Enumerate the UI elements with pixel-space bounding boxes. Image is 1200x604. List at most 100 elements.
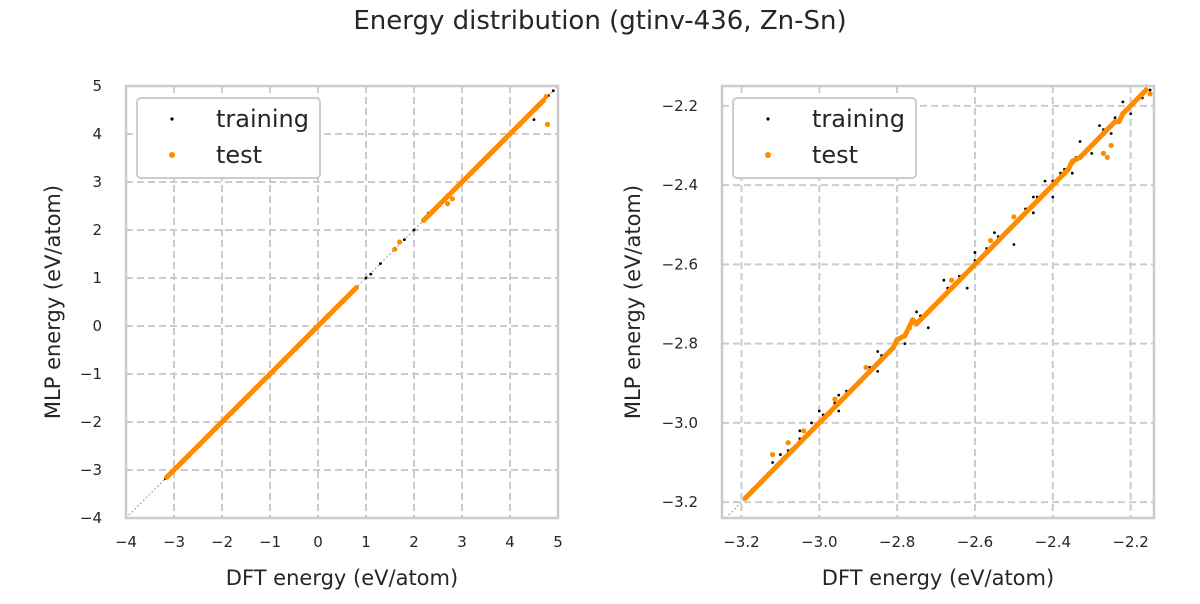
data-band-test [1019, 202, 1036, 220]
plot-frame [720, 84, 1156, 520]
y-tick-label: 0 [92, 317, 102, 335]
data-band-test [445, 179, 465, 199]
data-band-test [325, 299, 345, 319]
x-tick-label: 1 [361, 533, 371, 551]
data-point-test [987, 237, 994, 244]
data-point-training [798, 429, 802, 433]
data-point-training [551, 89, 555, 93]
data-point-training [1109, 132, 1113, 135]
x-axis-label: DFT energy (eV/atom) [822, 566, 1054, 590]
data-band-test [902, 317, 916, 339]
data-band-test [310, 313, 331, 334]
data-point-training [364, 276, 368, 280]
data-point-training [778, 453, 782, 456]
y-tick-label: −3.2 [662, 493, 698, 511]
x-tick-label: −2 [211, 533, 233, 551]
x-tick-label: 0 [313, 533, 323, 551]
data-band-test [459, 160, 484, 185]
x-tick-label: 2 [409, 533, 419, 551]
x-tick-label: −4 [115, 533, 137, 551]
data-band-test [253, 371, 273, 391]
data-point-training [1148, 88, 1152, 92]
legend-label-training: training [812, 105, 905, 133]
data-point-test [769, 451, 776, 458]
data-band-test [1100, 119, 1118, 137]
y-tick-label: 1 [92, 269, 102, 287]
data-point-training [403, 238, 406, 242]
y-tick-label: −2.8 [662, 335, 698, 353]
data-band-test [536, 97, 547, 108]
figure-title: Energy distribution (gtinv-436, Zn-Sn) [353, 6, 847, 36]
legend: training test [136, 97, 321, 179]
data-band-test [1030, 190, 1048, 208]
data-point-test [863, 364, 869, 370]
y-axis-label: MLP energy (eV/atom) [621, 185, 645, 419]
data-point-training [1078, 140, 1082, 143]
series-test [742, 87, 1153, 501]
x-tick-label: −1 [259, 533, 281, 551]
data-band-test [502, 121, 523, 142]
data-band-test [972, 249, 990, 267]
data-band-test [281, 342, 302, 363]
data-point-test [1011, 214, 1017, 220]
legend-label-training: training [216, 105, 309, 133]
data-point-test [449, 196, 455, 202]
data-point-training [1113, 116, 1117, 120]
data-point-training [1129, 112, 1133, 116]
data-band-test [1007, 214, 1025, 232]
data-point-training [973, 251, 977, 254]
data-point-training [915, 310, 918, 314]
data-point-training [993, 231, 996, 235]
x-tick-label: −3 [163, 533, 185, 551]
x-tick-label: −3.0 [801, 533, 837, 551]
x-tick-label: −3.2 [723, 533, 759, 551]
data-point-training [876, 369, 880, 373]
data-point-test [1104, 154, 1110, 160]
data-point-training [1031, 211, 1035, 215]
y-tick-label: 2 [92, 221, 102, 239]
data-point-training [926, 326, 930, 330]
x-tick-label: −2.6 [957, 533, 993, 551]
legend-marker-training [766, 117, 770, 121]
y-tick-label: 5 [92, 77, 102, 95]
data-point-training [1121, 100, 1125, 104]
legend-marker-test [169, 152, 175, 158]
data-band-test [339, 285, 359, 305]
data-point-training [1090, 151, 1094, 155]
data-band-test [984, 238, 1001, 255]
data-point-test [445, 201, 451, 207]
data-band-test [914, 309, 931, 327]
data-point-test [1147, 91, 1153, 97]
data-band-test [430, 193, 451, 214]
y-tick-label: −4 [80, 509, 102, 527]
data-point-training [1043, 179, 1047, 183]
data-band-test [224, 400, 244, 420]
legend-marker-test [765, 152, 771, 158]
x-tick-label: 3 [457, 533, 467, 551]
data-point-training [369, 272, 373, 276]
data-band-test [238, 385, 259, 406]
x-tick-label: −2.2 [1112, 533, 1148, 551]
y-tick-label: −1 [80, 365, 102, 383]
data-band-test [267, 357, 287, 377]
y-tick-label: −2.4 [662, 176, 698, 194]
y-tick-label: −2.6 [662, 255, 698, 273]
data-point-test [949, 277, 955, 283]
y-tick-label: −2.2 [662, 97, 698, 115]
legend-label-test: test [216, 141, 262, 169]
legend: training test [732, 97, 917, 179]
subplot-1: −4 −3 −2 −1 0 1 2 3 4 5 −4 −3 −2 −1 0 1 2 3 4 5 DFT energy (… [41, 77, 563, 590]
legend-box [732, 97, 917, 179]
data-point-test [1100, 150, 1107, 156]
data-point-test [785, 440, 791, 446]
data-band-test [1054, 166, 1071, 184]
x-tick-label: −2.8 [879, 533, 915, 551]
data-point-training [1051, 195, 1055, 199]
data-band-test [824, 400, 842, 418]
data-band-test [1077, 142, 1095, 160]
subplot-2: −3.2 −3.0 −2.8 −2.6 −2.4 −2.2 −3.2 −3.0 −2.8 −2.6… [621, 84, 1156, 590]
data-point-training [876, 350, 880, 353]
data-point-test [544, 121, 551, 127]
